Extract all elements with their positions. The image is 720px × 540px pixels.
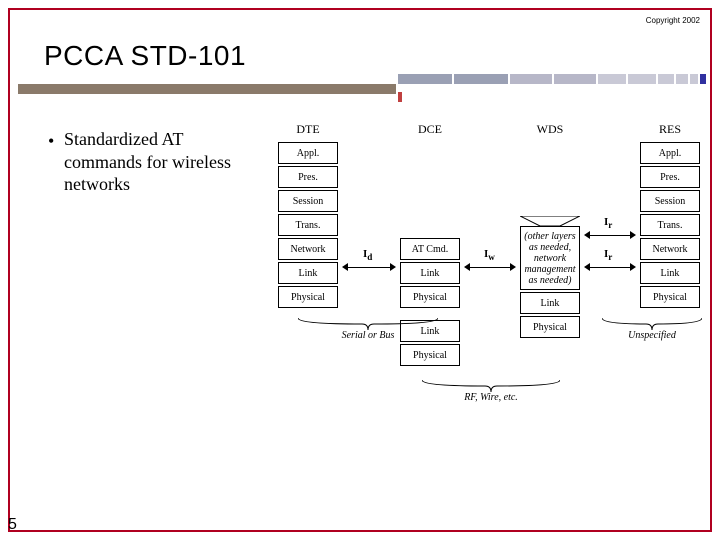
layer-box: Appl. — [278, 142, 338, 164]
copyright-text: Copyright 2002 — [646, 16, 700, 25]
bar-segment — [598, 74, 626, 84]
dce-upper-stack: AT Cmd.LinkPhysical — [400, 238, 460, 310]
column-header: WDS — [520, 122, 580, 136]
layer-box: Trans. — [278, 214, 338, 236]
layer-box: Physical — [520, 316, 580, 338]
bar-segment — [554, 74, 596, 84]
slide-frame: Copyright 2002 PCCA STD-101 • Standardiz… — [8, 8, 712, 532]
interface-arrow — [584, 230, 636, 240]
bar-segment — [628, 74, 656, 84]
layer-box: Session — [278, 190, 338, 212]
brace-label: Unspecified — [602, 318, 702, 341]
bar-segment — [690, 74, 698, 84]
layer-box: Physical — [400, 344, 460, 366]
brace-label: RF, Wire, etc. — [422, 380, 560, 403]
brace-label: Serial or Bus — [298, 318, 438, 341]
bullet-text: Standardized AT commands for wireless ne… — [64, 129, 231, 194]
column-header: DCE — [400, 122, 460, 136]
bar-segment — [676, 74, 688, 84]
page-number: 5 — [8, 516, 17, 534]
slide-title: PCCA STD-101 — [44, 40, 246, 72]
layer-box: Network — [278, 238, 338, 260]
layer-box: Network — [640, 238, 700, 260]
bar-segment — [398, 92, 402, 102]
layer-box: Session — [640, 190, 700, 212]
column-header: DTE — [278, 122, 338, 136]
layer-box: Trans. — [640, 214, 700, 236]
layer-box: (other layers as needed, network managem… — [520, 226, 580, 290]
bar-segments — [396, 71, 710, 107]
layer-box: Pres. — [640, 166, 700, 188]
interface-label: Id — [363, 248, 372, 262]
bullet-dot: • — [48, 130, 54, 153]
wds-stack: (other layers as needed, network managem… — [520, 216, 580, 340]
bullet-item: • Standardized AT commands for wireless … — [64, 128, 264, 196]
diagram-column: RES Appl.Pres.SessionTrans.NetworkLinkPhy… — [640, 122, 700, 310]
layer-box: Physical — [400, 286, 460, 308]
interface-arrow — [342, 262, 396, 272]
architecture-diagram: DTEAppl.Pres.SessionTrans.NetworkLinkPhy… — [272, 122, 712, 442]
layer-box: Physical — [278, 286, 338, 308]
layer-box: Link — [640, 262, 700, 284]
diagram-column: DTE Appl.Pres.SessionTrans.NetworkLinkPhy… — [278, 122, 338, 310]
interface-arrow — [584, 262, 636, 272]
column-header: RES — [640, 122, 700, 136]
bar-segment — [700, 74, 706, 84]
layer-box: Link — [520, 292, 580, 314]
wds-funnel — [520, 216, 580, 226]
bar-segment — [510, 74, 552, 84]
interface-label: Ir — [604, 216, 612, 230]
interface-arrow — [464, 262, 516, 272]
layer-box: Link — [278, 262, 338, 284]
decorative-bar — [18, 84, 710, 94]
layer-box: Link — [400, 262, 460, 284]
diagram-column: WDS — [520, 122, 580, 142]
bar-segment — [398, 74, 452, 84]
bar-segment — [454, 74, 508, 84]
layer-box: AT Cmd. — [400, 238, 460, 260]
layer-box: Pres. — [278, 166, 338, 188]
bar-segment — [658, 74, 674, 84]
layer-box: Appl. — [640, 142, 700, 164]
layer-box: Physical — [640, 286, 700, 308]
diagram-column: DCE — [400, 122, 460, 142]
interface-label: Iw — [484, 248, 495, 262]
bar-main — [18, 84, 396, 94]
interface-label: Ir — [604, 248, 612, 262]
